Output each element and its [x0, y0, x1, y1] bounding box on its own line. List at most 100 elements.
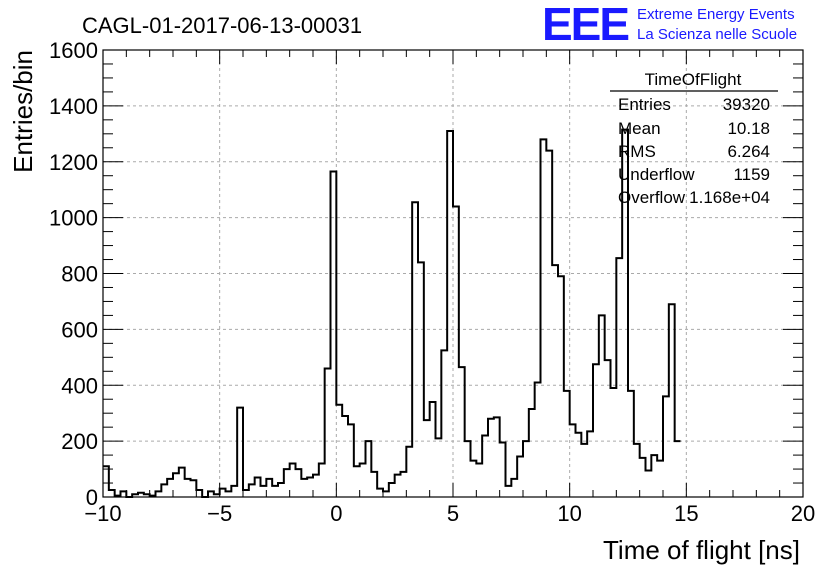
y-tick-label: 1200 — [49, 150, 98, 175]
x-tick-label: 20 — [791, 501, 815, 526]
histogram-bin — [377, 489, 383, 497]
histogram-bin — [208, 491, 214, 497]
histogram-bin — [121, 491, 127, 497]
histogram-bin — [482, 436, 488, 497]
y-tick-label: 600 — [61, 317, 98, 342]
histogram-bin — [243, 490, 249, 497]
eee-logo: EEE — [542, 0, 628, 50]
histogram-bin — [389, 483, 395, 497]
y-axis-label: Entries/bin — [8, 50, 38, 173]
histogram-bin — [156, 491, 162, 497]
histogram-bin — [523, 441, 529, 497]
x-tick-label: 5 — [447, 501, 459, 526]
histogram-bin — [657, 461, 663, 497]
histogram-bin — [307, 477, 313, 497]
histogram-bin — [593, 364, 599, 497]
y-tick-label: 1000 — [49, 206, 98, 231]
histogram-bin — [576, 433, 582, 497]
histogram-bin — [471, 461, 477, 497]
histogram-bin — [272, 486, 278, 497]
histogram-bin — [587, 431, 593, 497]
x-tick-label: 0 — [330, 501, 342, 526]
stats-underflow-value: 1159 — [733, 165, 770, 184]
stats-box: TimeOfFlight Entries 39320 Mean 10.18 RM… — [610, 70, 778, 207]
x-tick-label: 15 — [674, 501, 698, 526]
histogram-bin — [430, 402, 436, 497]
histogram-bin — [651, 455, 657, 497]
stats-overflow-label: Overflow — [618, 188, 686, 207]
histogram-bin — [161, 484, 167, 497]
histogram-bin — [669, 304, 675, 497]
histogram-bin — [447, 131, 453, 497]
histogram-bin — [354, 466, 360, 497]
histogram-bin — [500, 443, 506, 497]
stats-entries-label: Entries — [618, 95, 671, 114]
histogram-bin — [424, 420, 430, 497]
histogram-bin — [611, 388, 617, 497]
histogram-bin — [570, 424, 576, 497]
stats-rms-value: 6.264 — [727, 142, 770, 161]
histogram-bin — [255, 477, 261, 497]
logo-line-2: La Scienza nelle Scuole — [637, 26, 797, 43]
histogram-bin — [296, 469, 302, 497]
histogram-bin — [185, 479, 191, 497]
logo-line-1: Extreme Energy Events — [637, 6, 795, 23]
histogram-bin — [412, 202, 418, 497]
histogram-bin — [266, 479, 272, 497]
histogram-bin — [331, 172, 337, 497]
histogram-bin — [529, 409, 535, 497]
stats-underflow-label: Underflow — [618, 165, 695, 184]
histogram-bin — [506, 486, 512, 497]
histogram-outline — [103, 128, 681, 498]
x-tick-labels: −10 −5 0 5 10 15 20 — [84, 501, 815, 526]
histogram-bin — [581, 444, 587, 497]
x-tick-label: −10 — [84, 501, 121, 526]
histogram-bin — [663, 396, 669, 497]
histogram-bin — [535, 382, 541, 497]
x-tick-label: −5 — [207, 501, 232, 526]
histogram-bin — [336, 405, 342, 497]
histogram-bin — [138, 493, 144, 497]
chart-title: CAGL-01-2017-06-13-00031 — [82, 13, 362, 38]
histogram-bin — [459, 367, 465, 497]
histogram-bin — [360, 463, 366, 497]
stats-title: TimeOfFlight — [645, 70, 742, 89]
stats-entries-value: 39320 — [723, 95, 770, 114]
histogram-bin — [465, 441, 471, 497]
histogram-bin — [552, 265, 558, 497]
histogram-bin — [342, 416, 348, 497]
histogram-bin — [511, 479, 517, 497]
histogram-bin — [383, 491, 389, 497]
histogram-bin — [646, 470, 652, 497]
histogram-bin — [325, 368, 331, 497]
stats-mean-label: Mean — [618, 119, 661, 138]
histogram-bin — [476, 463, 482, 497]
histogram-bin — [226, 491, 232, 497]
histogram-bin — [313, 475, 319, 497]
histogram-bin — [406, 447, 412, 497]
histogram-bin — [278, 483, 284, 497]
y-tick-label: 1400 — [49, 94, 98, 119]
histogram-bin — [191, 480, 197, 497]
y-tick-label: 0 — [86, 485, 98, 510]
histogram-bin — [103, 466, 109, 497]
histogram-bin — [441, 350, 447, 497]
histogram-bin — [395, 475, 401, 497]
y-tick-labels: 0 200 400 600 800 1000 1200 1400 1600 — [49, 38, 98, 510]
histogram-bin — [284, 469, 290, 497]
histogram-bin — [179, 468, 185, 497]
histogram-bin — [640, 458, 646, 497]
histogram-bin — [675, 441, 681, 497]
histogram-bin — [564, 391, 570, 497]
histogram-bin — [599, 315, 605, 497]
histogram-bin — [237, 408, 243, 497]
x-tick-label: 10 — [557, 501, 581, 526]
stats-mean-value: 10.18 — [727, 119, 770, 138]
histogram-bin — [494, 417, 500, 497]
y-tick-label: 200 — [61, 429, 98, 454]
histogram-bin — [628, 391, 634, 497]
histogram-bin — [622, 130, 628, 497]
grid — [103, 50, 803, 497]
histogram-bin — [453, 206, 459, 497]
